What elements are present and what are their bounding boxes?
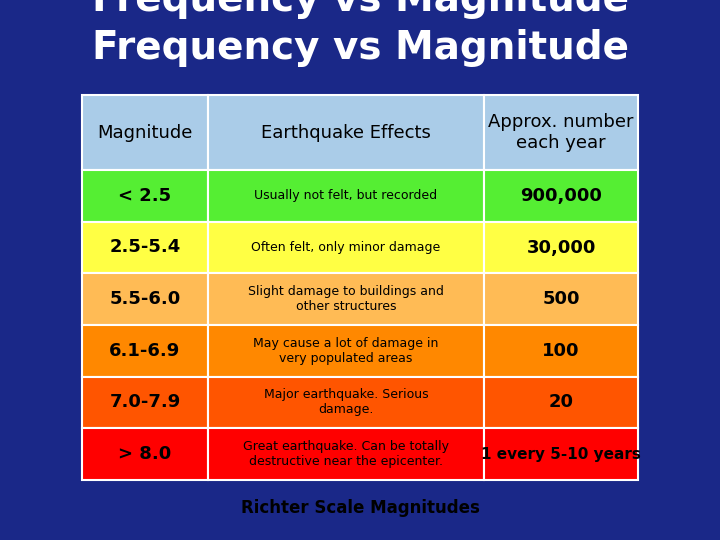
Text: Great earthquake. Can be totally
destructive near the epicenter.: Great earthquake. Can be totally destruc… <box>243 440 449 468</box>
Text: 1 every 5-10 years: 1 every 5-10 years <box>481 447 641 462</box>
Bar <box>208 170 484 221</box>
Bar <box>484 221 638 273</box>
Bar <box>82 325 208 377</box>
Text: 900,000: 900,000 <box>520 187 602 205</box>
Text: Frequency vs Magnitude: Frequency vs Magnitude <box>91 0 629 19</box>
Bar <box>208 325 484 377</box>
Text: 2.5-5.4: 2.5-5.4 <box>109 239 181 256</box>
Text: < 2.5: < 2.5 <box>118 187 171 205</box>
Bar <box>208 377 484 428</box>
Bar <box>484 377 638 428</box>
Bar <box>208 95 484 170</box>
Bar <box>82 95 208 170</box>
Bar <box>484 95 638 170</box>
Text: Usually not felt, but recorded: Usually not felt, but recorded <box>254 190 438 202</box>
Bar <box>484 273 638 325</box>
Text: 5.5-6.0: 5.5-6.0 <box>109 290 181 308</box>
Text: Often felt, only minor damage: Often felt, only minor damage <box>251 241 441 254</box>
Text: Earthquake Effects: Earthquake Effects <box>261 124 431 141</box>
Text: Richter Scale Magnitudes: Richter Scale Magnitudes <box>240 499 480 517</box>
Text: Slight damage to buildings and
other structures: Slight damage to buildings and other str… <box>248 285 444 313</box>
Bar <box>82 221 208 273</box>
Text: 500: 500 <box>542 290 580 308</box>
Text: 30,000: 30,000 <box>526 239 595 256</box>
Bar <box>484 170 638 221</box>
Bar <box>208 273 484 325</box>
Text: > 8.0: > 8.0 <box>118 445 171 463</box>
Text: 100: 100 <box>542 342 580 360</box>
Bar <box>484 325 638 377</box>
Text: 6.1-6.9: 6.1-6.9 <box>109 342 181 360</box>
Text: 7.0-7.9: 7.0-7.9 <box>109 394 181 411</box>
Text: Magnitude: Magnitude <box>97 124 193 141</box>
Bar <box>82 377 208 428</box>
Bar <box>82 428 208 480</box>
Text: Approx. number
each year: Approx. number each year <box>488 113 634 152</box>
Text: 20: 20 <box>549 394 574 411</box>
Bar <box>208 428 484 480</box>
Text: Frequency vs Magnitude: Frequency vs Magnitude <box>91 29 629 67</box>
Bar <box>484 428 638 480</box>
Bar <box>82 273 208 325</box>
Text: May cause a lot of damage in
very populated areas: May cause a lot of damage in very popula… <box>253 337 438 365</box>
Text: Major earthquake. Serious
damage.: Major earthquake. Serious damage. <box>264 388 428 416</box>
Bar <box>82 170 208 221</box>
Bar <box>208 221 484 273</box>
